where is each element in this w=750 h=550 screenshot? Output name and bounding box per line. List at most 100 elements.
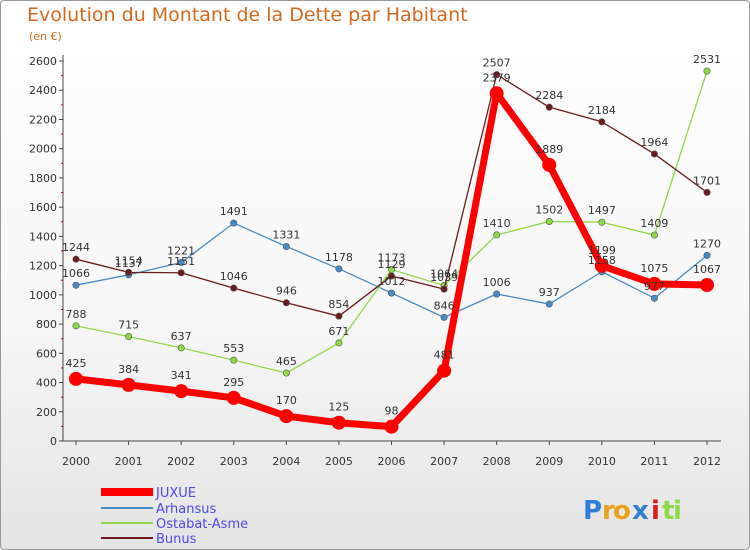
data-label: 2531 [693,53,721,66]
data-label: 854 [328,298,349,311]
x-tick-label: 2012 [693,455,721,468]
data-label: 1964 [640,136,668,149]
data-label: 341 [171,369,192,382]
data-point [440,285,448,293]
data-point [647,276,662,291]
y-tick-label: 2200 [29,113,57,126]
data-point [174,384,189,399]
data-label: 1410 [483,217,511,230]
y-tick-label: 400 [36,377,57,390]
logo-letter: x [632,496,649,526]
data-point [703,67,711,75]
data-label: 384 [118,363,139,376]
data-label: 98 [385,405,399,418]
y-tick-label: 1000 [29,289,57,302]
data-point [703,188,711,196]
data-label: 1154 [115,254,143,267]
x-tick-label: 2003 [220,455,248,468]
data-point [545,103,553,111]
data-point [650,294,658,302]
data-label: 1491 [220,205,248,218]
data-point [335,312,343,320]
data-point [387,272,395,280]
logo-letter: r [602,496,615,526]
data-label: 1178 [325,251,353,264]
data-label: 637 [171,330,192,343]
data-point [489,86,504,101]
data-label: 1221 [167,245,195,258]
data-label: 465 [276,355,297,368]
data-point [69,371,83,386]
data-point [542,157,557,172]
logo-letter: P [583,496,602,526]
data-point [437,363,452,378]
data-point [545,217,553,225]
data-label: 1497 [588,204,616,217]
data-point [177,269,185,277]
y-tick-label: 2600 [29,55,57,68]
x-tick-label: 2009 [535,455,563,468]
data-point [387,289,395,297]
x-tick-label: 2004 [272,455,300,468]
chart-title: Evolution du Montant de la Dette par Hab… [27,4,468,26]
x-tick-label: 2001 [115,455,143,468]
data-label: 1006 [483,276,511,289]
data-label: 1137 [115,257,143,270]
y-tick-label: 1600 [29,201,57,214]
data-label: 715 [118,319,139,332]
data-label: 1129 [378,258,406,271]
data-point [598,218,606,226]
data-label: 1701 [693,174,721,187]
data-point [230,219,238,227]
data-point [72,281,80,289]
data-point [493,290,501,298]
logo-letter: t [662,496,674,526]
data-point [282,299,290,307]
legend-entry: JUXUE [155,486,196,501]
data-label: 425 [66,357,87,370]
data-label: 553 [223,342,244,355]
data-point [594,258,609,273]
data-point [700,278,714,293]
x-tick-label: 2011 [640,455,668,468]
legend-entry: Ostabat-Asme [156,517,248,532]
data-point [335,265,343,273]
data-label: 1331 [272,228,300,241]
data-point [230,356,238,364]
data-label: 1244 [62,241,90,254]
data-label: 946 [276,285,297,298]
data-point [72,255,80,263]
data-label: 1066 [62,267,90,280]
data-point [125,268,133,276]
data-point [650,150,658,158]
data-label: 2379 [483,71,511,84]
y-tick-label: 0 [50,435,57,448]
data-label: 170 [276,394,297,407]
data-label: 1151 [167,255,195,268]
data-point [230,284,238,292]
data-label: 937 [539,286,560,299]
logo-letter: o [613,496,631,526]
data-label: 1270 [693,237,721,250]
y-tick-label: 1800 [29,172,57,185]
data-point [282,369,290,377]
data-label: 1067 [693,263,721,276]
data-label: 1012 [378,275,406,288]
y-tick-label: 600 [36,347,57,360]
legend-entry: Bunus [156,532,197,547]
data-label: 1158 [588,254,616,267]
data-label: 671 [328,325,349,338]
legend-entry: Arhansus [156,502,216,517]
data-label: 295 [223,376,244,389]
data-point [493,231,501,239]
y-tick-label: 2000 [29,143,57,156]
data-label: 125 [328,401,349,414]
data-label: 2507 [483,57,511,70]
data-label: 1409 [640,217,668,230]
data-point [545,300,553,308]
y-tick-label: 200 [36,406,57,419]
data-label: 1046 [220,270,248,283]
data-label: 1039 [430,271,458,284]
